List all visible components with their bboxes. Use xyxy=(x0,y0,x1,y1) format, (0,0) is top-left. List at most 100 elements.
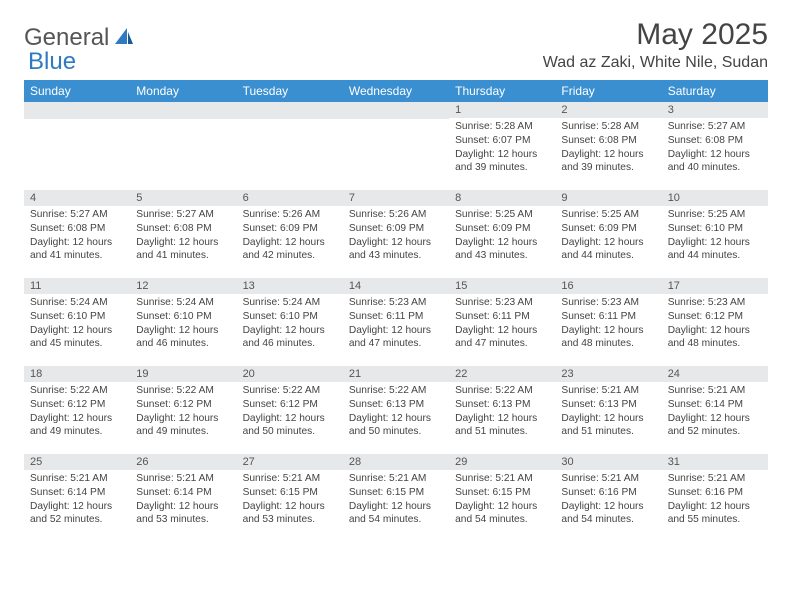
sunrise-text: Sunrise: 5:21 AM xyxy=(136,472,230,486)
daylight-text: Daylight: 12 hours and 52 minutes. xyxy=(30,500,124,528)
sunrise-text: Sunrise: 5:21 AM xyxy=(455,472,549,486)
day-body: Sunrise: 5:25 AMSunset: 6:09 PMDaylight:… xyxy=(449,206,555,267)
sunrise-text: Sunrise: 5:23 AM xyxy=(349,296,443,310)
sunset-text: Sunset: 6:09 PM xyxy=(243,222,337,236)
sunset-text: Sunset: 6:15 PM xyxy=(349,486,443,500)
sunrise-text: Sunrise: 5:23 AM xyxy=(668,296,762,310)
sunset-text: Sunset: 6:12 PM xyxy=(243,398,337,412)
day-number: 31 xyxy=(662,454,768,470)
day-body xyxy=(130,119,236,125)
sunset-text: Sunset: 6:11 PM xyxy=(561,310,655,324)
month-title: May 2025 xyxy=(543,18,768,52)
logo-text-part2: Blue xyxy=(28,48,76,75)
calendar-week-row: 18Sunrise: 5:22 AMSunset: 6:12 PMDayligh… xyxy=(24,366,768,454)
calendar-cell: 25 Sunrise: 5:21 AMSunset: 6:14 PMDayligh… xyxy=(24,454,130,542)
daylight-text: Daylight: 12 hours and 53 minutes. xyxy=(136,500,230,528)
calendar-cell xyxy=(237,102,343,190)
daylight-text: Daylight: 12 hours and 53 minutes. xyxy=(243,500,337,528)
day-number xyxy=(237,102,343,119)
daylight-text: Daylight: 12 hours and 55 minutes. xyxy=(668,500,762,528)
calendar-week-row: 4Sunrise: 5:27 AMSunset: 6:08 PMDaylight… xyxy=(24,190,768,278)
sunrise-text: Sunrise: 5:21 AM xyxy=(561,384,655,398)
sunset-text: Sunset: 6:12 PM xyxy=(30,398,124,412)
sunset-text: Sunset: 6:10 PM xyxy=(243,310,337,324)
weekday-header: Thursday xyxy=(449,80,555,102)
day-number xyxy=(343,102,449,119)
day-body: Sunrise: 5:26 AMSunset: 6:09 PMDaylight:… xyxy=(343,206,449,267)
calendar-cell: 11Sunrise: 5:24 AMSunset: 6:10 PMDayligh… xyxy=(24,278,130,366)
calendar-cell: 6Sunrise: 5:26 AMSunset: 6:09 PMDaylight… xyxy=(237,190,343,278)
sunrise-text: Sunrise: 5:21 AM xyxy=(668,472,762,486)
sunrise-text: Sunrise: 5:22 AM xyxy=(349,384,443,398)
day-body: Sunrise: 5:23 AMSunset: 6:11 PMDaylight:… xyxy=(555,294,661,355)
sunrise-text: Sunrise: 5:27 AM xyxy=(668,120,762,134)
location-text: Wad az Zaki, White Nile, Sudan xyxy=(543,54,768,72)
sunset-text: Sunset: 6:14 PM xyxy=(668,398,762,412)
day-body: Sunrise: 5:27 AMSunset: 6:08 PMDaylight:… xyxy=(130,206,236,267)
sunrise-text: Sunrise: 5:21 AM xyxy=(349,472,443,486)
sunset-text: Sunset: 6:10 PM xyxy=(136,310,230,324)
calendar-cell: 13Sunrise: 5:24 AMSunset: 6:10 PMDayligh… xyxy=(237,278,343,366)
calendar-cell xyxy=(24,102,130,190)
daylight-text: Daylight: 12 hours and 51 minutes. xyxy=(455,412,549,440)
day-number: 15 xyxy=(449,278,555,294)
weekday-header: Tuesday xyxy=(237,80,343,102)
day-number: 3 xyxy=(662,102,768,118)
sunset-text: Sunset: 6:13 PM xyxy=(561,398,655,412)
calendar-cell: 19Sunrise: 5:22 AMSunset: 6:12 PMDayligh… xyxy=(130,366,236,454)
day-body: Sunrise: 5:24 AMSunset: 6:10 PMDaylight:… xyxy=(24,294,130,355)
sunset-text: Sunset: 6:09 PM xyxy=(455,222,549,236)
calendar-week-row: 25Sunrise: 5:21 AMSunset: 6:14 PMDayligh… xyxy=(24,454,768,542)
day-body: Sunrise: 5:22 AMSunset: 6:12 PMDaylight:… xyxy=(24,382,130,443)
calendar-cell: 29Sunrise: 5:21 AMSunset: 6:15 PMDayligh… xyxy=(449,454,555,542)
sunset-text: Sunset: 6:16 PM xyxy=(561,486,655,500)
day-number: 9 xyxy=(555,190,661,206)
daylight-text: Daylight: 12 hours and 39 minutes. xyxy=(455,148,549,176)
day-number: 24 xyxy=(662,366,768,382)
day-number: 10 xyxy=(662,190,768,206)
day-body: Sunrise: 5:24 AMSunset: 6:10 PMDaylight:… xyxy=(237,294,343,355)
day-body xyxy=(343,119,449,125)
weekday-header: Monday xyxy=(130,80,236,102)
day-number: 25 xyxy=(24,454,130,470)
logo: General xyxy=(24,18,137,52)
day-body: Sunrise: 5:21 AMSunset: 6:14 PMDaylight:… xyxy=(662,382,768,443)
day-number: 8 xyxy=(449,190,555,206)
day-body: Sunrise: 5:24 AMSunset: 6:10 PMDaylight:… xyxy=(130,294,236,355)
day-body: Sunrise: 5:21 AMSunset: 6:14 PMDaylight:… xyxy=(130,470,236,531)
day-number: 11 xyxy=(24,278,130,294)
sunrise-text: Sunrise: 5:25 AM xyxy=(455,208,549,222)
daylight-text: Daylight: 12 hours and 47 minutes. xyxy=(349,324,443,352)
daylight-text: Daylight: 12 hours and 43 minutes. xyxy=(349,236,443,264)
calendar-cell: 5Sunrise: 5:27 AMSunset: 6:08 PMDaylight… xyxy=(130,190,236,278)
sunrise-text: Sunrise: 5:24 AM xyxy=(136,296,230,310)
day-number: 27 xyxy=(237,454,343,470)
sunrise-text: Sunrise: 5:21 AM xyxy=(30,472,124,486)
sunset-text: Sunset: 6:09 PM xyxy=(561,222,655,236)
sunrise-text: Sunrise: 5:25 AM xyxy=(668,208,762,222)
day-number: 16 xyxy=(555,278,661,294)
daylight-text: Daylight: 12 hours and 54 minutes. xyxy=(455,500,549,528)
calendar-cell: 14Sunrise: 5:23 AMSunset: 6:11 PMDayligh… xyxy=(343,278,449,366)
sunset-text: Sunset: 6:10 PM xyxy=(668,222,762,236)
calendar-cell: 10 Sunrise: 5:25 AMSunset: 6:10 PMDayligh… xyxy=(662,190,768,278)
day-body: Sunrise: 5:23 AMSunset: 6:11 PMDaylight:… xyxy=(343,294,449,355)
calendar-header-row: SundayMondayTuesdayWednesdayThursdayFrid… xyxy=(24,80,768,102)
calendar-cell: 31Sunrise: 5:21 AMSunset: 6:16 PMDayligh… xyxy=(662,454,768,542)
sunset-text: Sunset: 6:15 PM xyxy=(455,486,549,500)
calendar-cell: 18Sunrise: 5:22 AMSunset: 6:12 PMDayligh… xyxy=(24,366,130,454)
daylight-text: Daylight: 12 hours and 48 minutes. xyxy=(561,324,655,352)
day-body: Sunrise: 5:22 AMSunset: 6:13 PMDaylight:… xyxy=(343,382,449,443)
daylight-text: Daylight: 12 hours and 44 minutes. xyxy=(668,236,762,264)
sunrise-text: Sunrise: 5:22 AM xyxy=(136,384,230,398)
calendar-cell: 2Sunrise: 5:28 AMSunset: 6:08 PMDaylight… xyxy=(555,102,661,190)
sunset-text: Sunset: 6:14 PM xyxy=(30,486,124,500)
daylight-text: Daylight: 12 hours and 46 minutes. xyxy=(136,324,230,352)
title-block: May 2025 Wad az Zaki, White Nile, Sudan xyxy=(543,18,768,72)
calendar-cell: 12Sunrise: 5:24 AMSunset: 6:10 PMDayligh… xyxy=(130,278,236,366)
day-number: 28 xyxy=(343,454,449,470)
daylight-text: Daylight: 12 hours and 40 minutes. xyxy=(668,148,762,176)
sunrise-text: Sunrise: 5:22 AM xyxy=(30,384,124,398)
calendar-week-row: 1Sunrise: 5:28 AMSunset: 6:07 PMDaylight… xyxy=(24,102,768,190)
daylight-text: Daylight: 12 hours and 50 minutes. xyxy=(349,412,443,440)
